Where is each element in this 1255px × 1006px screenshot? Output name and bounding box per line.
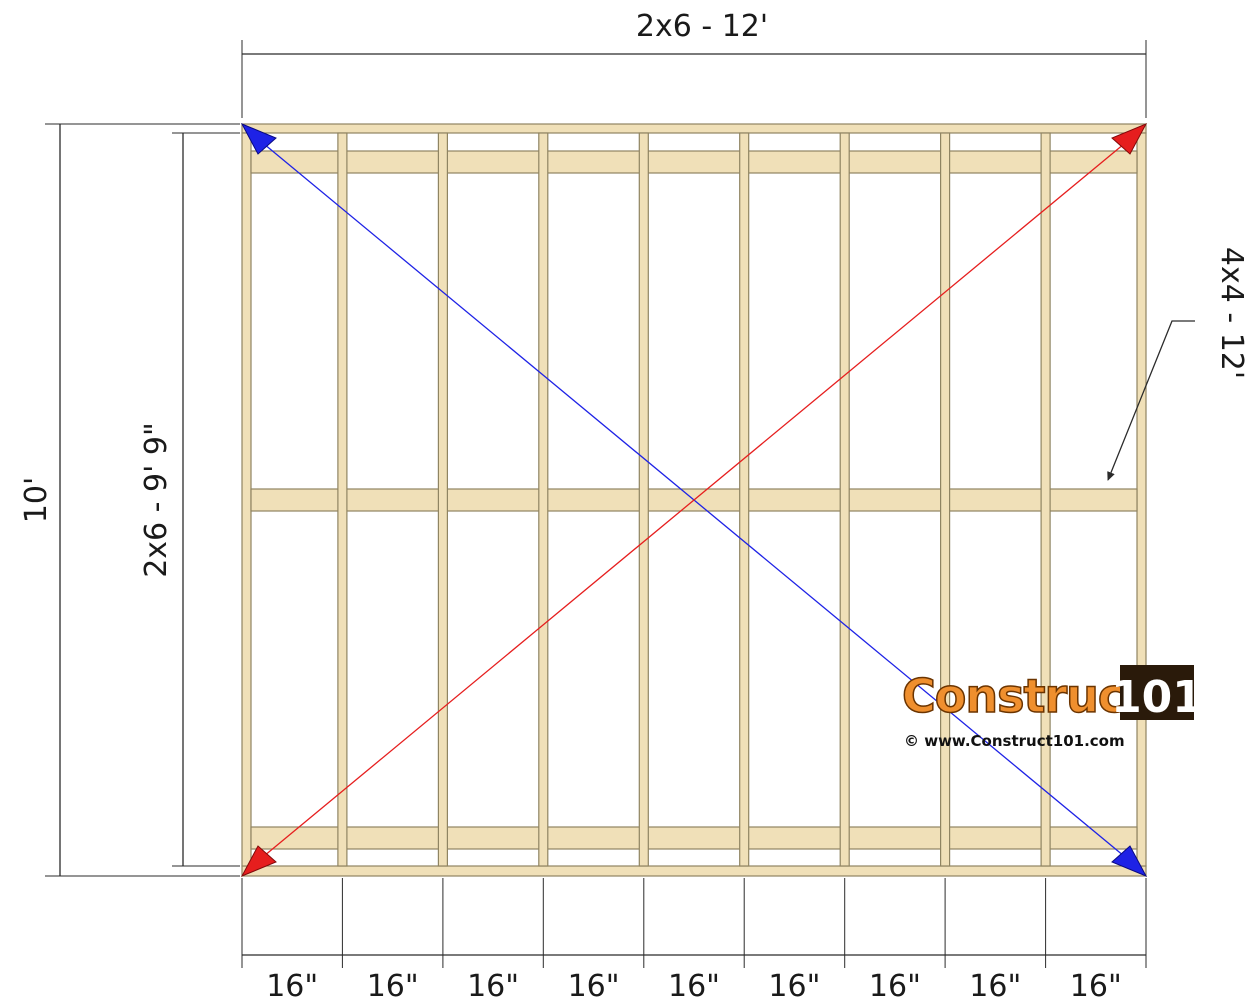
floor-joist-2 [437,132,448,867]
skid-bottom [250,826,1138,850]
spacing-label-9: 16" [1070,969,1122,1001]
rim-joist-top [241,123,1147,134]
spacing-label-2: 16" [367,969,419,1001]
floor-joist-5 [739,132,750,867]
logo-number-box [1120,665,1194,720]
joist-length-dimension: 2x6 - 9' 9" [139,132,240,867]
spacing-label-5: 16" [668,969,720,1001]
spacing-label-4: 16" [568,969,620,1001]
end-joist-left [241,132,252,867]
spacing-label-3: 16" [467,969,519,1001]
joist-length-label: 2x6 - 9' 9" [139,422,174,578]
top-width-dimension: 2x6 - 12' [241,9,1147,118]
skid-leader-line [1107,320,1195,481]
floor-joist-4 [638,132,649,867]
red-arrow-top-right [1111,123,1148,155]
floor-joist-6 [839,132,850,867]
overall-depth-label: 10' [19,477,54,523]
floor-joist-1 [337,132,348,867]
diagonal-check-lines [240,123,1148,877]
spacing-label-1: 16" [266,969,318,1001]
floor-frame [241,123,1147,877]
diagonal-red-line [257,138,1131,862]
red-arrow-bottom-left [240,845,277,877]
end-joist-right [1136,132,1147,867]
blue-arrow-bottom-right [1111,845,1148,877]
construct101-logo: Construct 101 © www.Construct101.com [901,665,1203,750]
skid-callout: 4x4 - 12' [1107,247,1249,481]
spacing-label-8: 16" [969,969,1021,1001]
spacing-label-6: 16" [768,969,820,1001]
skid-top [250,150,1138,174]
blue-arrow-top-left [240,123,277,155]
spacing-labels: 16" 16" 16" 16" 16" 16" 16" 16" 16" [266,969,1122,1004]
joist-spacing-dimensions: 16" 16" 16" 16" 16" 16" 16" 16" 16" [241,878,1147,1004]
logo-url: © www.Construct101.com [904,732,1125,750]
logo-number: 101 [1111,672,1203,723]
spacing-label-7: 16" [869,969,921,1001]
interior-joists [337,132,1051,867]
rim-joist-bottom [241,865,1147,877]
logo-brand: Construct [902,669,1145,723]
floor-joist-8 [1040,132,1051,867]
floor-joist-7 [939,132,951,867]
skid-callout-label: 4x4 - 12' [1214,247,1249,379]
floor-joist-3 [538,132,549,867]
spacing-ticks [241,878,1147,968]
overall-depth-dimension: 10' [19,123,240,877]
top-width-label: 2x6 - 12' [636,9,768,44]
